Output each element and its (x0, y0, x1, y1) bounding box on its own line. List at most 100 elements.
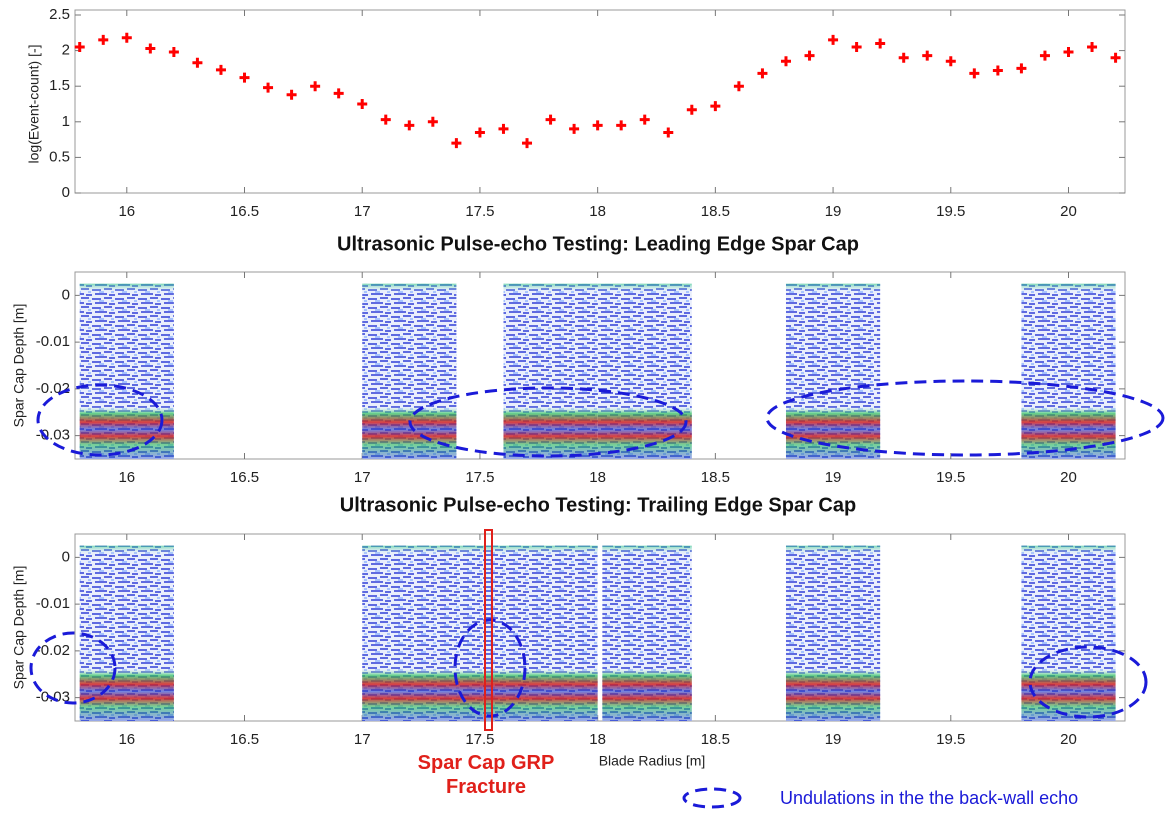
chart-title: Ultrasonic Pulse-echo Testing: Trailing … (340, 494, 856, 516)
scan-echo (503, 283, 598, 459)
x-tick-label: 19.5 (936, 203, 965, 220)
x-tick-label: 20 (1060, 203, 1077, 220)
x-tick-label: 19.5 (936, 469, 965, 486)
y-tick-label: -0.01 (36, 595, 70, 612)
y-tick-label: -0.02 (36, 642, 70, 659)
marker (851, 42, 862, 53)
scan-echo (1021, 545, 1116, 721)
marker (804, 50, 815, 61)
marker (639, 114, 650, 125)
x-tick-label: 16 (118, 731, 135, 748)
y-axis-label: log(Event-count) [-] (26, 44, 42, 163)
marker (380, 114, 391, 125)
x-tick-label: 17 (354, 469, 371, 486)
marker (74, 42, 85, 53)
marker (357, 99, 368, 109)
marker (451, 138, 462, 149)
marker (875, 38, 886, 49)
x-axis-label: Blade Radius [m] (599, 753, 706, 769)
panel: 16 16.5 17 17.5 18 18.5 19 19.5 200-0.01-0.02-0.… (11, 233, 1126, 486)
legend-label: Undulations in the the back-wall echo (780, 788, 1078, 808)
scan-echo (602, 545, 692, 721)
marker (498, 123, 509, 134)
x-tick-label: 20 (1060, 731, 1077, 748)
marker (569, 123, 580, 134)
y-tick-label: 2.5 (49, 6, 70, 23)
plot-frame (74, 533, 1126, 722)
x-tick-label: 20 (1060, 469, 1077, 486)
y-axis-label: Spar Cap Depth [m] (11, 566, 27, 690)
x-tick-label: 17 (354, 203, 371, 220)
x-tick-label: 19 (825, 469, 842, 486)
x-tick-label: 16.5 (230, 203, 259, 220)
marker (686, 104, 697, 115)
marker (474, 127, 485, 138)
y-tick-label: 0.5 (49, 148, 70, 165)
y-tick-label: 1 (62, 113, 70, 130)
scan-echo (785, 283, 881, 459)
marker (404, 120, 415, 131)
y-tick-label: -0.01 (36, 333, 70, 350)
marker (1110, 52, 1121, 63)
x-tick-label: 16 (118, 203, 135, 220)
marker (733, 81, 744, 92)
ellipse (1028, 645, 1148, 719)
y-tick-label: 0 (62, 548, 70, 565)
x-tick-label: 18 (589, 469, 606, 486)
x-tick-label: 18.5 (701, 469, 730, 486)
scan-echo (597, 283, 692, 459)
marker (98, 34, 109, 45)
y-tick-label: 0 (62, 184, 70, 201)
marker (969, 68, 980, 79)
x-tick-label: 18.5 (701, 731, 730, 748)
marker (239, 72, 250, 83)
x-tick-label: 19 (825, 203, 842, 220)
x-tick-label: 19.5 (936, 731, 965, 748)
marker (427, 116, 438, 127)
marker (310, 81, 321, 92)
marker (168, 47, 179, 58)
plot-frame (74, 9, 1126, 194)
annotation-ellipses (29, 379, 1165, 809)
fracture-label: Spar Cap GRP Fracture (417, 752, 555, 798)
x-tick-label: 17 (354, 731, 371, 748)
ellipse (29, 631, 117, 705)
x-tick-label: 17.5 (465, 731, 494, 748)
x-tick-label: 16 (118, 469, 135, 486)
x-tick-label: 16.5 (230, 469, 259, 486)
ellipse (453, 618, 527, 718)
marker (592, 120, 603, 131)
marker (922, 50, 933, 61)
marker (121, 32, 132, 43)
marker (286, 89, 297, 100)
marker (1087, 42, 1098, 53)
marker (1016, 63, 1027, 74)
marker (828, 34, 839, 45)
marker (945, 56, 956, 67)
marker (780, 56, 791, 67)
x-tick-label: 17.5 (465, 203, 494, 220)
marker (192, 57, 203, 68)
marker (992, 65, 1003, 76)
scan-echo (79, 283, 174, 459)
ellipse (765, 379, 1165, 457)
legend-ellipse (682, 787, 742, 809)
y-tick-label: -0.02 (36, 380, 70, 397)
marker (616, 120, 627, 131)
y-tick-label: -0.03 (36, 427, 70, 444)
marker (545, 114, 556, 125)
y-tick-label: 1.5 (49, 77, 70, 94)
marker (333, 88, 344, 99)
panel: 16 16.5 17 17.5 18 18.5 19 19.5 200-0.01-0.02-0.… (11, 494, 1126, 769)
marker (1063, 47, 1074, 58)
marker (757, 68, 768, 79)
y-tick-label: 2 (62, 42, 70, 59)
scan-echo (785, 545, 881, 721)
panel: 16 16.5 17 17.5 18 18.5 19 19.5 20 0 0.5 1 1.5 2 2.5 lo… (26, 6, 1126, 220)
marker (263, 82, 274, 93)
ellipse (36, 383, 164, 457)
marker (898, 52, 909, 63)
marker (215, 64, 226, 75)
